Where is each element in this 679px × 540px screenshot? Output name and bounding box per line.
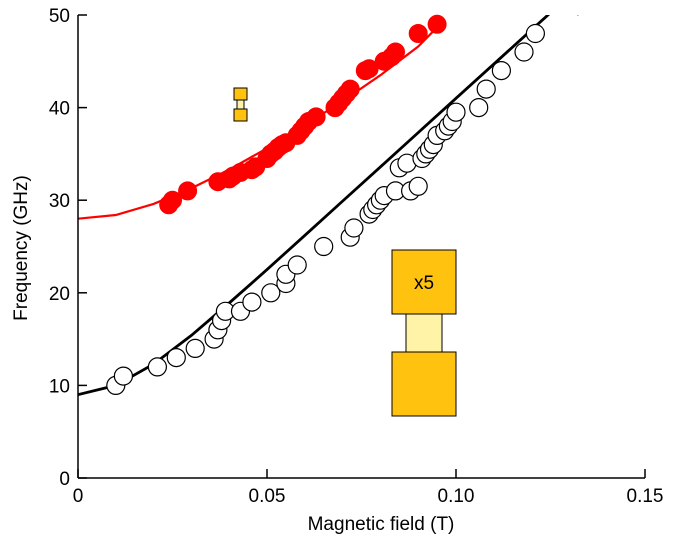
open-data-point — [242, 292, 262, 312]
open-data-point — [476, 79, 496, 99]
large-inset-bottom-block — [391, 351, 457, 417]
x-tick-label: 0.05 — [249, 486, 286, 507]
small-inset-neck — [236, 99, 245, 110]
open-data-point — [113, 366, 134, 386]
y-axis-label: Frequency (GHz) — [11, 175, 32, 321]
fit-lines — [78, 15, 579, 397]
y-tick-label: 10 — [49, 376, 70, 397]
red-data-point — [178, 181, 198, 201]
x-tick-label: 0.10 — [438, 486, 475, 507]
x-tick-label: 0.15 — [627, 486, 664, 507]
open-data-point — [261, 283, 281, 303]
open-data-point — [185, 338, 205, 358]
red-data-point — [340, 79, 360, 99]
red-data-point — [163, 190, 182, 210]
data-points — [106, 14, 546, 395]
insets: x5 — [233, 87, 457, 417]
open-data-point — [344, 218, 364, 238]
y-tick-label: 20 — [49, 284, 70, 305]
open-data-point — [446, 102, 466, 122]
y-tick-label: 0 — [59, 469, 70, 490]
red-data-point — [386, 42, 405, 62]
x-tick-label: 0 — [73, 486, 84, 507]
red-data-point — [359, 59, 379, 79]
open-data-point — [287, 255, 307, 275]
large-inset-neck — [405, 313, 443, 353]
open-data-point — [469, 97, 489, 118]
red-data-point — [408, 24, 428, 43]
open-data-point — [408, 176, 428, 196]
open-data-point — [525, 23, 546, 44]
open-data-point — [491, 60, 511, 81]
x-axis-label: Magnetic field (T) — [308, 514, 455, 535]
small-inset-top-block — [233, 87, 248, 101]
y-tick-label: 30 — [49, 191, 70, 212]
large-inset-top-block — [391, 249, 457, 315]
small-inset-bottom-block — [233, 108, 248, 122]
y-tick-label: 40 — [49, 99, 70, 120]
open-data-point — [514, 42, 534, 62]
inset-scale-label: x5 — [414, 273, 434, 294]
open-data-point — [166, 348, 186, 368]
red-data-point — [306, 107, 326, 127]
y-tick-label: 50 — [49, 6, 70, 27]
black-fit-line — [78, 15, 579, 397]
open-data-point — [147, 357, 167, 377]
open-data-point — [314, 236, 334, 257]
axes: 0 0.05 0.10 0.15 0 10 20 30 40 50 — [49, 6, 664, 507]
red-data-point — [427, 14, 447, 34]
